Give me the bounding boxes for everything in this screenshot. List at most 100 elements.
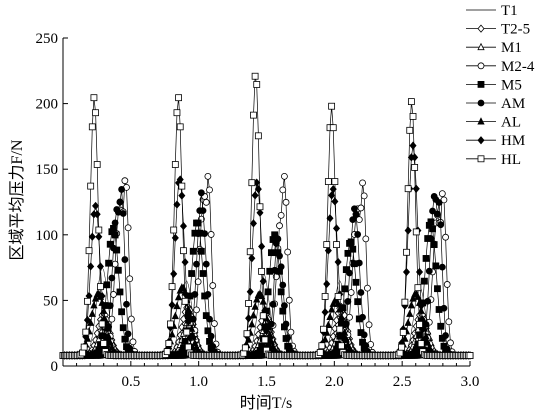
data-point-m5 bbox=[119, 324, 127, 332]
data-point-hm bbox=[83, 315, 91, 325]
legend-marker bbox=[477, 62, 485, 70]
data-point-m2-4 bbox=[193, 306, 200, 314]
legend-label: HL bbox=[501, 152, 521, 168]
data-point-m2-4 bbox=[194, 278, 202, 286]
legend-marker bbox=[477, 24, 485, 33]
data-point-m2-4 bbox=[346, 313, 353, 321]
data-point-hl bbox=[250, 111, 257, 119]
data-point-am bbox=[123, 300, 130, 308]
data-point-hl bbox=[333, 241, 340, 249]
legend-item-m5: M5 bbox=[466, 77, 522, 93]
data-point-am bbox=[437, 221, 445, 229]
data-point-am bbox=[274, 235, 282, 243]
data-point-m5 bbox=[429, 225, 436, 233]
data-point-hm bbox=[402, 267, 411, 277]
data-point-m5 bbox=[204, 327, 212, 335]
data-point-m2-4 bbox=[110, 291, 117, 298]
x-tick-label: 3.0 bbox=[461, 374, 480, 390]
data-point-hl bbox=[92, 109, 99, 117]
data-point-m5 bbox=[118, 308, 126, 316]
data-point-am bbox=[279, 281, 287, 289]
legend-item-m1: M1 bbox=[466, 40, 522, 56]
data-point-hl bbox=[170, 226, 178, 234]
data-point-hl bbox=[183, 328, 191, 336]
data-point-m2-4 bbox=[362, 235, 370, 243]
legend-marker bbox=[477, 117, 485, 125]
data-point-m5 bbox=[110, 224, 117, 232]
plot-area bbox=[59, 72, 474, 360]
data-point-am bbox=[194, 230, 202, 237]
data-point-hl bbox=[171, 161, 179, 168]
data-point-hm bbox=[96, 262, 104, 271]
data-point-m5 bbox=[121, 335, 129, 343]
data-point-m2-4 bbox=[126, 275, 134, 283]
data-point-hm bbox=[168, 300, 176, 310]
x-tick-label: 0.5 bbox=[121, 374, 140, 390]
x-axis-label: 时间T/s bbox=[240, 394, 292, 412]
data-point-m2-4 bbox=[360, 192, 368, 200]
data-point-hm bbox=[246, 287, 254, 296]
data-point-am bbox=[277, 263, 285, 271]
data-point-hm bbox=[92, 201, 100, 211]
data-point-am bbox=[197, 189, 205, 197]
data-point-hl bbox=[165, 340, 173, 347]
data-point-hl bbox=[328, 102, 336, 110]
data-point-am bbox=[359, 313, 366, 321]
legend-item-al: AL bbox=[466, 115, 521, 131]
data-point-am bbox=[349, 216, 357, 224]
data-point-m2-4 bbox=[284, 248, 292, 256]
data-point-hl bbox=[316, 349, 324, 356]
data-point-hl bbox=[329, 124, 337, 132]
data-point-m2-4 bbox=[202, 198, 210, 206]
data-point-m5 bbox=[277, 288, 285, 296]
legend: T1 T2-5 M1 M2-4 M5 AM AL HM HL bbox=[466, 3, 535, 168]
data-point-m2-4 bbox=[127, 315, 135, 323]
y-tick-label: 100 bbox=[36, 228, 59, 244]
legend-item-hm: HM bbox=[466, 133, 525, 149]
legend-item-m2-4: M2-4 bbox=[466, 59, 535, 75]
data-point-hl bbox=[163, 348, 171, 356]
data-point-hl bbox=[337, 342, 345, 350]
data-point-hl bbox=[93, 161, 101, 168]
data-point-m5 bbox=[416, 331, 423, 339]
data-point-am bbox=[435, 199, 443, 206]
data-point-al bbox=[88, 309, 96, 317]
data-point-hl bbox=[167, 320, 174, 328]
data-point-hm bbox=[245, 314, 253, 323]
data-point-hm bbox=[323, 279, 331, 289]
data-point-hm bbox=[170, 269, 178, 278]
data-point-hl bbox=[258, 267, 266, 275]
data-point-m2-4 bbox=[277, 211, 285, 219]
data-point-m5 bbox=[427, 218, 435, 226]
data-point-m2-4 bbox=[287, 328, 295, 336]
data-point-hl bbox=[178, 182, 186, 190]
data-point-hl bbox=[466, 352, 474, 359]
data-point-al bbox=[257, 291, 266, 300]
legend-item-hl: HL bbox=[466, 152, 521, 168]
data-point-al bbox=[336, 305, 344, 313]
data-point-hl bbox=[414, 284, 422, 292]
data-point-al bbox=[414, 292, 422, 300]
data-point-al bbox=[406, 309, 414, 317]
data-point-m2-4 bbox=[281, 172, 288, 180]
x-tick-label: 2.5 bbox=[393, 374, 412, 390]
data-point-hl bbox=[243, 330, 251, 338]
data-point-al bbox=[404, 318, 412, 326]
data-point-am bbox=[362, 342, 370, 349]
data-point-al bbox=[266, 330, 274, 339]
data-point-hm bbox=[339, 332, 347, 341]
data-point-hm bbox=[332, 224, 341, 233]
data-point-am bbox=[106, 302, 114, 310]
legend-item-t2-5: T2-5 bbox=[466, 22, 530, 38]
data-point-hm bbox=[321, 308, 329, 317]
data-point-al bbox=[90, 301, 98, 309]
data-point-am bbox=[191, 291, 199, 298]
y-tick-label: 250 bbox=[36, 31, 59, 47]
data-point-hm bbox=[334, 257, 342, 267]
data-point-hl bbox=[324, 178, 332, 185]
data-point-m2-4 bbox=[211, 320, 218, 327]
data-point-hl bbox=[407, 98, 415, 106]
data-point-m2-4 bbox=[204, 172, 212, 180]
data-point-m2-4 bbox=[121, 177, 129, 185]
